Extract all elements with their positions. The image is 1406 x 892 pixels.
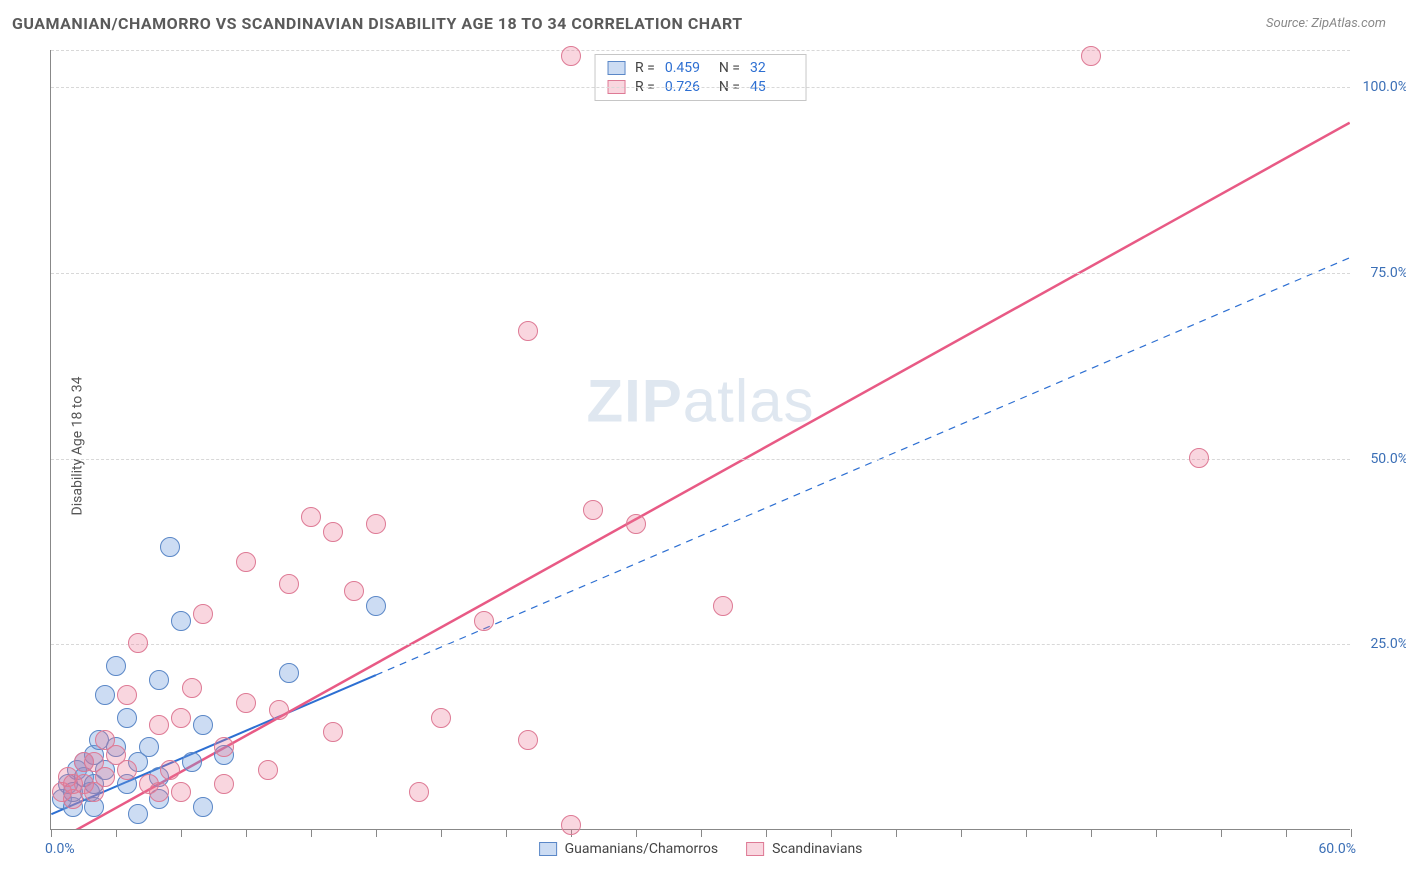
watermark: ZIPatlas [586,366,814,435]
gridline [51,273,1350,274]
x-min-label: 0.0% [45,841,75,857]
x-tick [961,829,962,837]
data-point [323,722,343,742]
data-point [95,767,115,787]
data-point [117,685,137,705]
chart-container: GUAMANIAN/CHAMORRO VS SCANDINAVIAN DISAB… [0,0,1406,892]
chart-title: GUAMANIAN/CHAMORRO VS SCANDINAVIAN DISAB… [12,14,743,33]
x-tick [896,829,897,837]
data-point [160,760,180,780]
source-label: Source: ZipAtlas.com [1266,16,1386,31]
x-tick [181,829,182,837]
data-point [128,804,148,824]
r-value: 0.459 [665,60,709,76]
x-tick [766,829,767,837]
data-point [258,760,278,780]
x-tick [831,829,832,837]
data-point [171,708,191,728]
data-point [301,507,321,527]
gridline [51,644,1350,645]
y-tick-label: 100.0% [1354,79,1406,95]
data-point [171,782,191,802]
data-point [214,774,234,794]
x-tick [1351,829,1352,837]
stats-row: R = 0.459 N = 32 [607,60,794,76]
x-tick [701,829,702,837]
gridline [51,87,1350,88]
data-point [323,522,343,542]
data-point [214,737,234,757]
x-tick [636,829,637,837]
legend: Guamanians/Chamorros Scandinavians [539,841,863,857]
stats-box: R =0.459N =32R =0.726N =45 [594,54,807,101]
legend-label: Scandinavians [772,841,862,857]
data-point [106,656,126,676]
x-tick [116,829,117,837]
x-tick [441,829,442,837]
y-tick-label: 75.0% [1354,265,1406,281]
data-point [149,670,169,690]
data-point [713,596,733,616]
data-point [149,782,169,802]
legend-item: Guamanians/Chamorros [539,841,719,857]
data-point [171,611,191,631]
data-point [279,574,299,594]
data-point [182,752,202,772]
plot-area: ZIPatlas R =0.459N =32R =0.726N =45 0.0%… [50,50,1350,830]
x-tick [1026,829,1027,837]
data-point [626,514,646,534]
legend-label: Guamanians/Chamorros [565,841,719,857]
legend-item: Scandinavians [746,841,862,857]
gridline [51,50,1350,51]
data-point [518,321,538,341]
data-point [344,581,364,601]
data-point [128,633,148,653]
data-point [117,760,137,780]
data-point [149,715,169,735]
data-point [431,708,451,728]
y-tick-label: 25.0% [1354,636,1406,652]
data-point [366,514,386,534]
y-tick-label: 50.0% [1354,451,1406,467]
data-point [1081,46,1101,66]
x-tick [1221,829,1222,837]
n-label: N = [719,60,740,76]
x-tick [1091,829,1092,837]
data-point [236,693,256,713]
data-point [193,604,213,624]
data-point [279,663,299,683]
data-point [269,700,289,720]
data-point [236,552,256,572]
x-tick [376,829,377,837]
series-swatch-icon [607,61,625,75]
r-label: R = [635,60,655,76]
data-point [139,737,159,757]
n-value: 32 [750,60,794,76]
x-tick [51,829,52,837]
data-point [583,500,603,520]
data-point [117,708,137,728]
data-point [193,715,213,735]
data-point [182,678,202,698]
x-tick [1156,829,1157,837]
legend-swatch-icon [539,842,557,856]
data-point [409,782,429,802]
data-point [193,797,213,817]
trend-line [51,123,1349,829]
data-point [95,685,115,705]
data-point [561,46,581,66]
data-point [1189,448,1209,468]
x-tick [311,829,312,837]
x-tick [1286,829,1287,837]
data-point [366,596,386,616]
legend-swatch-icon [746,842,764,856]
x-tick [246,829,247,837]
data-point [561,815,581,835]
data-point [474,611,494,631]
gridline [51,459,1350,460]
data-point [160,537,180,557]
x-tick [506,829,507,837]
x-max-label: 60.0% [1318,841,1356,857]
data-point [518,730,538,750]
